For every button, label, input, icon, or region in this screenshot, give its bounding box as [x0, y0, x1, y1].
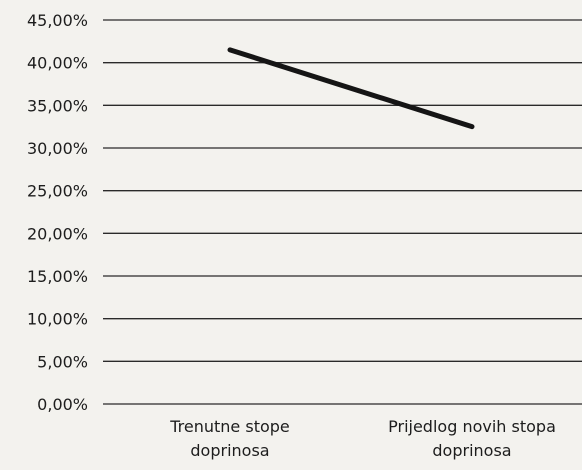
y-tick-label: 40,00%	[27, 54, 88, 73]
y-tick-label: 10,00%	[27, 310, 88, 329]
y-tick-label: 45,00%	[27, 11, 88, 30]
data-point	[228, 47, 232, 52]
x-tick-label: Trenutne stope doprinosa	[169, 417, 290, 460]
y-tick-label: 5,00%	[37, 352, 88, 371]
y-tick-label: 15,00%	[27, 267, 88, 286]
x-axis-tick-labels: Trenutne stope doprinosa Prijedlog novih s…	[169, 417, 556, 460]
y-tick-label: 20,00%	[27, 224, 88, 243]
y-tick-label: 35,00%	[27, 96, 88, 115]
y-tick-label: 30,00%	[27, 139, 88, 158]
y-axis-tick-labels: 0,00% 5,00% 10,00% 15,00% 20,00% 25,00% 30,00%…	[27, 11, 88, 414]
gridlines	[103, 19, 582, 405]
data-point	[470, 124, 474, 129]
y-tick-label: 0,00%	[37, 395, 88, 414]
series-line	[227, 47, 475, 130]
x-tick-label: Prijedlog novih stopa doprinosa	[388, 417, 556, 460]
series-lines	[227, 47, 475, 130]
y-tick-label: 25,00%	[27, 182, 88, 201]
